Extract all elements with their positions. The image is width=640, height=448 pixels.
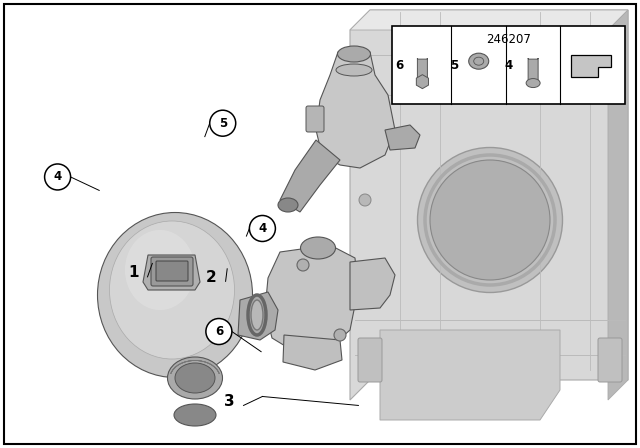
Circle shape xyxy=(250,215,275,241)
Ellipse shape xyxy=(109,221,234,359)
Ellipse shape xyxy=(474,57,484,65)
Ellipse shape xyxy=(359,274,371,286)
Text: 5: 5 xyxy=(219,116,227,130)
FancyBboxPatch shape xyxy=(151,257,193,286)
Polygon shape xyxy=(385,125,420,150)
Polygon shape xyxy=(380,330,560,420)
FancyBboxPatch shape xyxy=(306,106,324,132)
Ellipse shape xyxy=(359,124,371,136)
Ellipse shape xyxy=(251,300,263,330)
Polygon shape xyxy=(143,255,200,290)
Circle shape xyxy=(210,110,236,136)
Text: 2: 2 xyxy=(206,270,217,285)
Polygon shape xyxy=(265,245,358,352)
Ellipse shape xyxy=(174,404,216,426)
Polygon shape xyxy=(280,140,340,212)
Text: 3: 3 xyxy=(224,394,235,409)
Polygon shape xyxy=(608,10,628,400)
FancyBboxPatch shape xyxy=(156,261,188,281)
Text: 4: 4 xyxy=(504,59,512,72)
Ellipse shape xyxy=(125,230,195,310)
Text: 5: 5 xyxy=(450,59,458,72)
Ellipse shape xyxy=(359,194,371,206)
Ellipse shape xyxy=(563,58,577,72)
Circle shape xyxy=(45,164,70,190)
Ellipse shape xyxy=(411,56,429,74)
Ellipse shape xyxy=(297,259,309,271)
Ellipse shape xyxy=(430,160,550,280)
FancyBboxPatch shape xyxy=(528,58,538,84)
Text: 4: 4 xyxy=(54,170,61,184)
Text: 1: 1 xyxy=(128,265,139,280)
FancyBboxPatch shape xyxy=(4,4,636,444)
FancyBboxPatch shape xyxy=(598,338,622,382)
Text: 4: 4 xyxy=(259,222,266,235)
Ellipse shape xyxy=(337,46,371,62)
Polygon shape xyxy=(350,10,628,400)
Polygon shape xyxy=(350,10,628,30)
Ellipse shape xyxy=(336,64,372,76)
Ellipse shape xyxy=(301,237,335,259)
FancyBboxPatch shape xyxy=(392,26,625,104)
Ellipse shape xyxy=(526,78,540,87)
FancyBboxPatch shape xyxy=(417,58,428,84)
Ellipse shape xyxy=(278,198,298,212)
Ellipse shape xyxy=(97,212,253,378)
Polygon shape xyxy=(350,258,395,310)
Ellipse shape xyxy=(175,363,215,393)
Polygon shape xyxy=(571,55,611,77)
Polygon shape xyxy=(238,292,278,340)
Ellipse shape xyxy=(468,53,489,69)
Circle shape xyxy=(206,319,232,345)
Ellipse shape xyxy=(334,329,346,341)
Text: 6: 6 xyxy=(215,325,223,338)
Text: 6: 6 xyxy=(396,59,403,72)
Ellipse shape xyxy=(168,357,223,399)
FancyBboxPatch shape xyxy=(358,338,382,382)
Text: 246207: 246207 xyxy=(486,34,531,47)
Polygon shape xyxy=(283,335,342,370)
Ellipse shape xyxy=(417,147,563,293)
Polygon shape xyxy=(316,52,395,168)
